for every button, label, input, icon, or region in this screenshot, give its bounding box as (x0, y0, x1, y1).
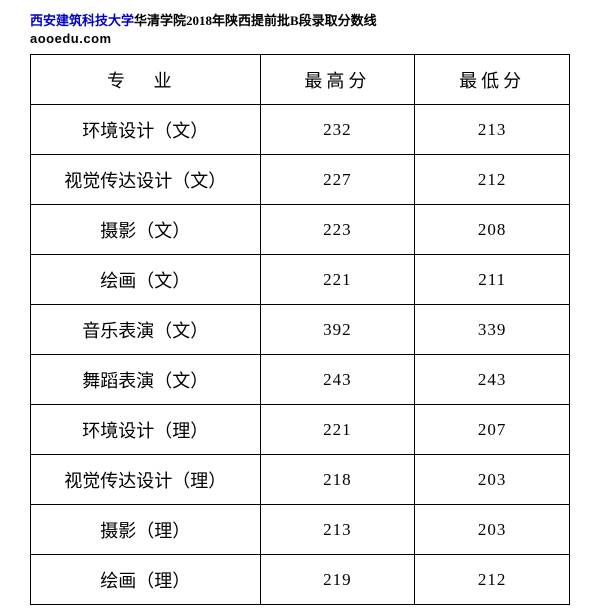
title-link[interactable]: 西安建筑科技大学 (30, 13, 134, 28)
high-score-cell: 219 (260, 555, 415, 605)
low-score-cell: 207 (415, 405, 570, 455)
high-score-cell: 221 (260, 405, 415, 455)
low-score-cell: 211 (415, 255, 570, 305)
high-score-cell: 213 (260, 505, 415, 555)
table-body: 环境设计（文） 232 213 视觉传达设计（文） 227 212 摄影（文） … (31, 105, 570, 605)
table-row: 环境设计（文） 232 213 (31, 105, 570, 155)
high-score-cell: 243 (260, 355, 415, 405)
low-score-cell: 208 (415, 205, 570, 255)
major-cell: 绘画（理） (31, 555, 261, 605)
table-row: 视觉传达设计（文） 227 212 (31, 155, 570, 205)
high-score-cell: 218 (260, 455, 415, 505)
low-score-cell: 203 (415, 505, 570, 555)
low-score-cell: 213 (415, 105, 570, 155)
low-score-cell: 212 (415, 555, 570, 605)
major-cell: 环境设计（理） (31, 405, 261, 455)
major-cell: 视觉传达设计（理） (31, 455, 261, 505)
table-row: 绘画（理） 219 212 (31, 555, 570, 605)
major-cell: 舞蹈表演（文） (31, 355, 261, 405)
low-score-cell: 203 (415, 455, 570, 505)
table-row: 舞蹈表演（文） 243 243 (31, 355, 570, 405)
major-cell: 摄影（理） (31, 505, 261, 555)
column-header-high: 最高分 (260, 55, 415, 105)
major-cell: 摄影（文） (31, 205, 261, 255)
major-cell: 音乐表演（文） (31, 305, 261, 355)
watermark-text: aooedu.com (30, 31, 570, 46)
column-header-low: 最低分 (415, 55, 570, 105)
major-cell: 环境设计（文） (31, 105, 261, 155)
high-score-cell: 232 (260, 105, 415, 155)
table-row: 环境设计（理） 221 207 (31, 405, 570, 455)
high-score-cell: 392 (260, 305, 415, 355)
high-score-cell: 223 (260, 205, 415, 255)
high-score-cell: 221 (260, 255, 415, 305)
major-cell: 视觉传达设计（文） (31, 155, 261, 205)
column-header-major: 专 业 (31, 55, 261, 105)
low-score-cell: 339 (415, 305, 570, 355)
high-score-cell: 227 (260, 155, 415, 205)
major-cell: 绘画（文） (31, 255, 261, 305)
low-score-cell: 243 (415, 355, 570, 405)
table-row: 视觉传达设计（理） 218 203 (31, 455, 570, 505)
table-header-row: 专 业 最高分 最低分 (31, 55, 570, 105)
low-score-cell: 212 (415, 155, 570, 205)
table-row: 摄影（文） 223 208 (31, 205, 570, 255)
score-table: 专 业 最高分 最低分 环境设计（文） 232 213 视觉传达设计（文） 22… (30, 54, 570, 605)
title-rest: 华清学院2018年陕西提前批B段录取分数线 (134, 13, 377, 28)
table-row: 绘画（文） 221 211 (31, 255, 570, 305)
table-row: 音乐表演（文） 392 339 (31, 305, 570, 355)
table-row: 摄影（理） 213 203 (31, 505, 570, 555)
page-title: 西安建筑科技大学华清学院2018年陕西提前批B段录取分数线 (30, 10, 570, 29)
